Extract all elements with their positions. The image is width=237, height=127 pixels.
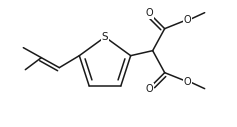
Text: O: O xyxy=(184,15,191,25)
Text: O: O xyxy=(146,84,154,94)
Text: O: O xyxy=(184,77,191,87)
Text: S: S xyxy=(102,32,108,42)
Text: O: O xyxy=(146,8,154,18)
